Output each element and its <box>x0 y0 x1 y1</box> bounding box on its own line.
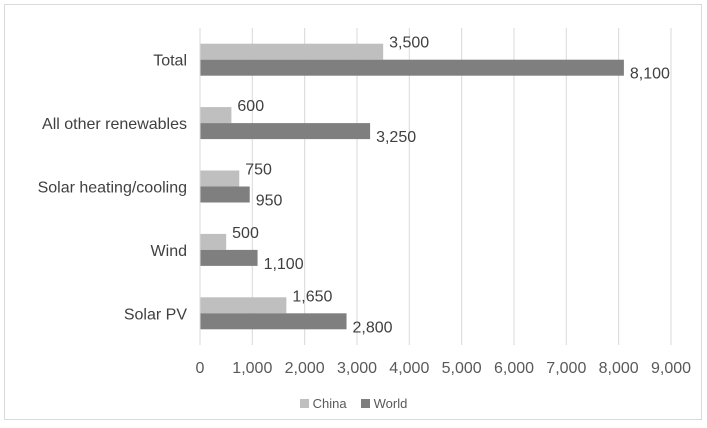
bar-world <box>200 123 371 140</box>
x-tick-label: 4,000 <box>389 360 429 377</box>
legend-item-world: World <box>360 396 408 411</box>
bar-world <box>200 249 258 266</box>
data-label-world: 1,100 <box>264 256 304 273</box>
bar-world <box>200 59 624 76</box>
bar-world <box>200 186 250 203</box>
data-label-world: 3,250 <box>376 129 416 146</box>
legend-label-china: China <box>312 396 347 411</box>
legend-swatch-china <box>299 399 309 408</box>
data-label-china: 750 <box>245 162 272 179</box>
data-label-world: 8,100 <box>630 66 670 83</box>
bar-china <box>200 233 227 250</box>
bar-world <box>200 313 347 330</box>
category-label: Total <box>153 53 187 70</box>
bar-china <box>200 170 240 187</box>
data-label-china: 3,500 <box>389 35 429 52</box>
x-tick-label: 6,000 <box>494 360 534 377</box>
data-label-china: 600 <box>237 98 264 115</box>
x-tick-label: 5,000 <box>442 360 482 377</box>
legend-item-china: China <box>299 396 347 411</box>
category-label: Solar heating/cooling <box>38 180 187 197</box>
legend: China World <box>0 396 707 411</box>
data-label-china: 1,650 <box>292 288 332 305</box>
category-label: Wind <box>151 243 187 260</box>
bar-china <box>200 297 287 314</box>
x-tick-label: 2,000 <box>285 360 325 377</box>
bar-china <box>200 43 384 60</box>
bar-china <box>200 107 232 124</box>
data-label-world: 950 <box>256 193 283 210</box>
legend-label-world: World <box>373 396 408 411</box>
x-tick-label: 3,000 <box>337 360 377 377</box>
x-tick-label: 9,000 <box>651 360 691 377</box>
data-label-world: 2,800 <box>353 319 393 336</box>
x-tick-label: 7,000 <box>546 360 586 377</box>
category-label: Solar PV <box>124 306 187 323</box>
category-label: All other renewables <box>42 116 187 133</box>
legend-swatch-world <box>360 399 370 408</box>
x-tick-label: 0 <box>196 360 205 377</box>
x-tick-label: 1,000 <box>232 360 272 377</box>
data-label-china: 500 <box>232 225 259 242</box>
x-tick-label: 8,000 <box>599 360 639 377</box>
